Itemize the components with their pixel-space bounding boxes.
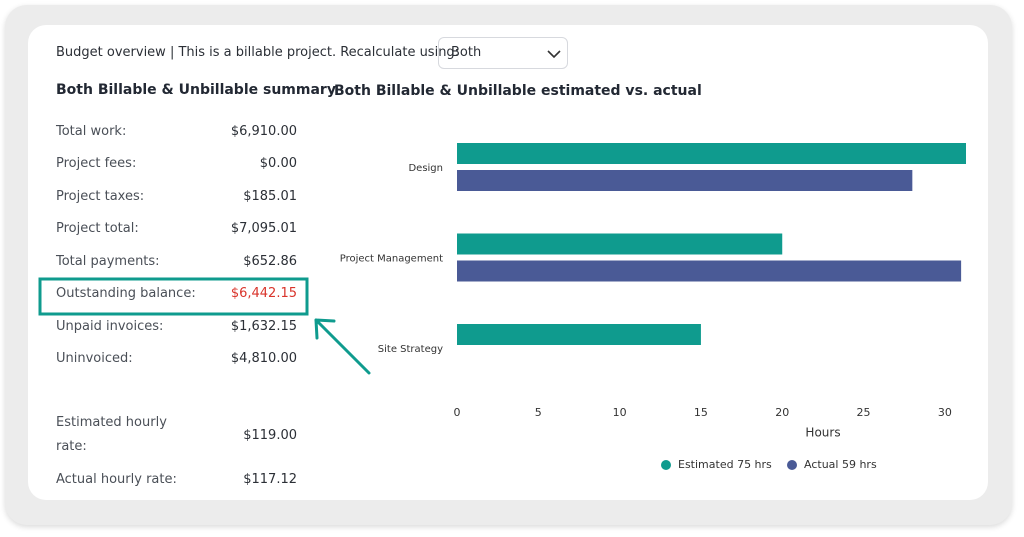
chevron [547,50,561,59]
row-value: $6,910.00 [230,124,297,139]
row-value: $1,632.15 [230,319,297,334]
row-label: Project fees: [56,156,137,171]
chart-title: Both Billable & Unbillable estimated vs.… [334,83,702,99]
row-value: $7,095.01 [230,221,297,236]
x-tick-label: 0 [454,406,461,419]
row-label: Uninvoiced: [56,351,133,366]
row-value: $652.86 [243,254,297,269]
x-tick-label: 30 [938,406,952,419]
row-label: Outstanding balance: [56,286,196,301]
y-tick-label: Site Strategy [378,344,443,355]
dropdown[interactable]: Both [438,37,568,69]
row-label: Estimated hourly rate: [56,415,167,454]
summary-title: Both Billable & Unbillable summary [56,82,336,98]
legend-marker [661,460,671,470]
row-value: $119.00 [243,428,297,443]
row-value: $0.00 [259,156,297,171]
legend-label: Actual 59 hrs [804,458,877,471]
x-tick-label: 25 [857,406,871,419]
x-tick-label: 5 [535,406,542,419]
legend-label: Estimated 75 hrs [678,458,772,471]
x-tick-label: 15 [694,406,708,419]
x-axis-label: Hours [805,426,840,440]
row-label: Total work: [56,124,127,139]
arrow [314,318,371,375]
row-label: Project taxes: [56,189,145,204]
row-label: Actual hourly rate: [56,472,177,487]
row-label: Project total: [56,221,139,236]
row-value: $117.12 [243,472,297,487]
x-tick-label: 10 [613,406,627,419]
y-tick-label: Project Management [340,254,443,265]
bar [457,260,962,282]
dropdown-value: Both [451,45,482,60]
bar [457,324,701,345]
header-text: Budget overview | This is a billable pro… [56,45,460,60]
highlight-box [38,277,309,316]
row-label: Unpaid invoices: [56,319,164,334]
x-tick-label: 20 [775,406,789,419]
row-value: $6,442.15 [230,286,297,301]
y-tick-label: Design [408,163,443,174]
row-value: $185.01 [243,189,297,204]
bar [457,233,783,255]
bar [457,143,966,164]
row-value: $4,810.00 [230,351,297,366]
row-label: Total payments: [56,254,160,269]
legend-marker [787,460,797,470]
bar [457,170,913,191]
